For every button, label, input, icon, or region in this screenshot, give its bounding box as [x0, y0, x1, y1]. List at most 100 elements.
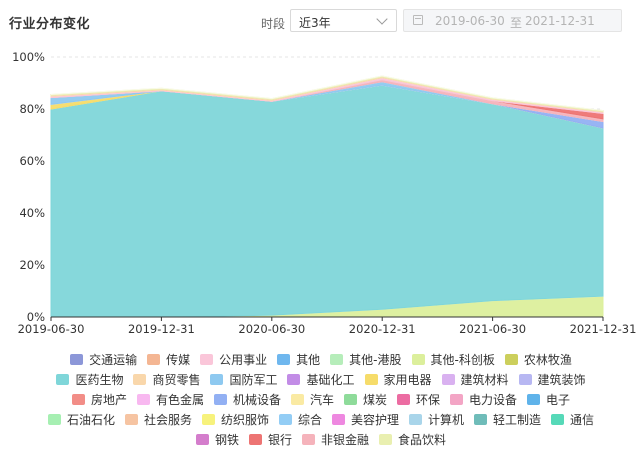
legend-swatch [344, 393, 357, 405]
legend-item[interactable]: 交通运输 [70, 351, 137, 368]
legend-swatch [195, 433, 209, 445]
legend-swatch [210, 373, 224, 385]
legend-label: 综合 [297, 412, 322, 427]
legend-swatch [409, 413, 423, 425]
legend-swatch [71, 393, 85, 405]
legend-item[interactable]: 房地产 [71, 391, 127, 408]
legend-item[interactable]: 通信 [551, 411, 594, 428]
legend-item[interactable]: 基础化工 [287, 371, 355, 388]
legend-label: 传媒 [166, 352, 191, 367]
legend-item[interactable]: 社会服务 [124, 411, 192, 428]
legend-swatch [47, 413, 61, 425]
legend-item[interactable]: 汽车 [290, 391, 334, 408]
legend-item[interactable]: 综合 [278, 411, 322, 428]
series-line [50, 75, 604, 112]
legend-label: 国防军工 [229, 372, 278, 387]
legend-label: 轻工制造 [493, 412, 542, 427]
y-tick-label: 40% [19, 206, 45, 220]
legend-swatch [56, 373, 70, 385]
stacked-area-chart: 0% 20% 40% 60% 80% 100% 2019-06-30 2019-12-31 20… [12, 50, 637, 336]
legend-label: 其他-港股 [349, 352, 402, 367]
legend: 交通运输 传媒 公用事业 其他 其他-港股 其他-科创板 农林牧渔医药生物 商贸零售 国防军工 基… [16, 349, 626, 449]
legend-label: 环保 [416, 392, 441, 407]
legend-swatch [147, 353, 161, 365]
legend-item[interactable]: 环保 [397, 391, 440, 408]
legend-row: 石油石化 社会服务 纺织服饰 综合 美容护理 计算机 轻工制造 通信 [16, 409, 626, 429]
legend-label: 医药生物 [75, 372, 124, 387]
legend-swatch [411, 353, 425, 365]
legend-item[interactable]: 其他 [277, 351, 320, 368]
legend-label: 有色金属 [155, 392, 204, 407]
legend-label: 计算机 [428, 412, 465, 427]
x-tick-label: 2021-12-31 [570, 322, 637, 336]
legend-swatch [200, 353, 214, 365]
y-tick-label: 0% [27, 310, 45, 324]
legend-item[interactable]: 石油石化 [47, 411, 115, 428]
legend-label: 其他 [296, 352, 321, 367]
x-tick-label: 2020-12-31 [349, 322, 416, 336]
legend-item[interactable]: 商贸零售 [133, 371, 200, 388]
legend-item[interactable]: 建筑材料 [441, 371, 509, 388]
legend-label: 建筑材料 [460, 372, 509, 387]
legend-label: 汽车 [309, 392, 334, 407]
legend-item[interactable]: 农林牧渔 [504, 351, 572, 368]
legend-swatch [302, 433, 315, 445]
legend-item[interactable]: 公用事业 [200, 351, 267, 368]
legend-label: 家用电器 [383, 372, 432, 387]
legend-label: 银行 [267, 432, 292, 447]
period-select[interactable]: 近3年 [290, 9, 397, 32]
legend-item[interactable]: 煤炭 [344, 391, 387, 408]
legend-row: 交通运输 传媒 公用事业 其他 其他-港股 其他-科创板 农林牧渔 [16, 349, 626, 369]
calendar-icon [413, 15, 423, 25]
legend-label: 食品饮料 [398, 432, 447, 447]
legend-swatch [278, 413, 292, 425]
legend-item[interactable]: 其他-港股 [330, 351, 402, 368]
legend-item[interactable]: 国防军工 [210, 371, 277, 388]
legend-label: 交通运输 [89, 352, 138, 367]
legend-item[interactable]: 美容护理 [332, 411, 399, 428]
legend-swatch [330, 353, 344, 365]
legend-label: 其他-科创板 [430, 352, 495, 367]
legend-swatch [290, 393, 304, 405]
x-tick-label: 2019-06-30 [18, 322, 85, 336]
legend-item[interactable]: 轻工制造 [474, 411, 541, 428]
legend-item[interactable]: 其他-科创板 [411, 351, 495, 368]
y-tick-label: 80% [19, 102, 45, 116]
legend-swatch [201, 413, 215, 425]
legend-label: 电子 [546, 392, 571, 407]
legend-item[interactable]: 医药生物 [56, 371, 123, 388]
legend-item[interactable]: 家用电器 [364, 371, 432, 388]
legend-swatch [248, 433, 262, 445]
date-range-picker[interactable]: 2019-06-30 至 2021-12-31 [403, 9, 622, 32]
legend-label: 纺织服饰 [220, 412, 269, 427]
legend-swatch [213, 393, 227, 405]
legend-label: 钢铁 [214, 432, 239, 447]
legend-item[interactable]: 钢铁 [195, 431, 239, 448]
legend-swatch [364, 373, 378, 385]
legend-item[interactable]: 计算机 [409, 411, 464, 428]
legend-label: 非银金融 [321, 432, 370, 447]
legend-swatch [287, 373, 301, 385]
period-label: 时段 [261, 17, 286, 31]
y-tick-label: 60% [19, 154, 45, 168]
legend-item[interactable]: 电子 [527, 391, 570, 408]
x-tick-label: 2021-06-30 [459, 322, 526, 336]
legend-label: 通信 [570, 412, 595, 427]
legend-label: 电力设备 [469, 392, 518, 407]
legend-label: 美容护理 [351, 412, 400, 427]
legend-swatch [504, 353, 518, 365]
legend-item[interactable]: 食品饮料 [379, 431, 446, 448]
legend-item[interactable]: 机械设备 [213, 391, 281, 408]
legend-label: 商贸零售 [152, 372, 201, 387]
legend-item[interactable]: 纺织服饰 [201, 411, 269, 428]
legend-item[interactable]: 建筑装饰 [518, 371, 586, 388]
legend-item[interactable]: 银行 [248, 431, 292, 448]
legend-row: 钢铁 银行 非银金融 食品饮料 [16, 429, 626, 449]
legend-label: 农林牧渔 [523, 352, 572, 367]
legend-item[interactable]: 有色金属 [136, 391, 204, 408]
period-select-value: 近3年 [299, 16, 331, 30]
legend-item[interactable]: 传媒 [147, 351, 190, 368]
legend-item[interactable]: 非银金融 [302, 431, 369, 448]
legend-item[interactable]: 电力设备 [450, 391, 517, 408]
legend-swatch [379, 433, 393, 445]
